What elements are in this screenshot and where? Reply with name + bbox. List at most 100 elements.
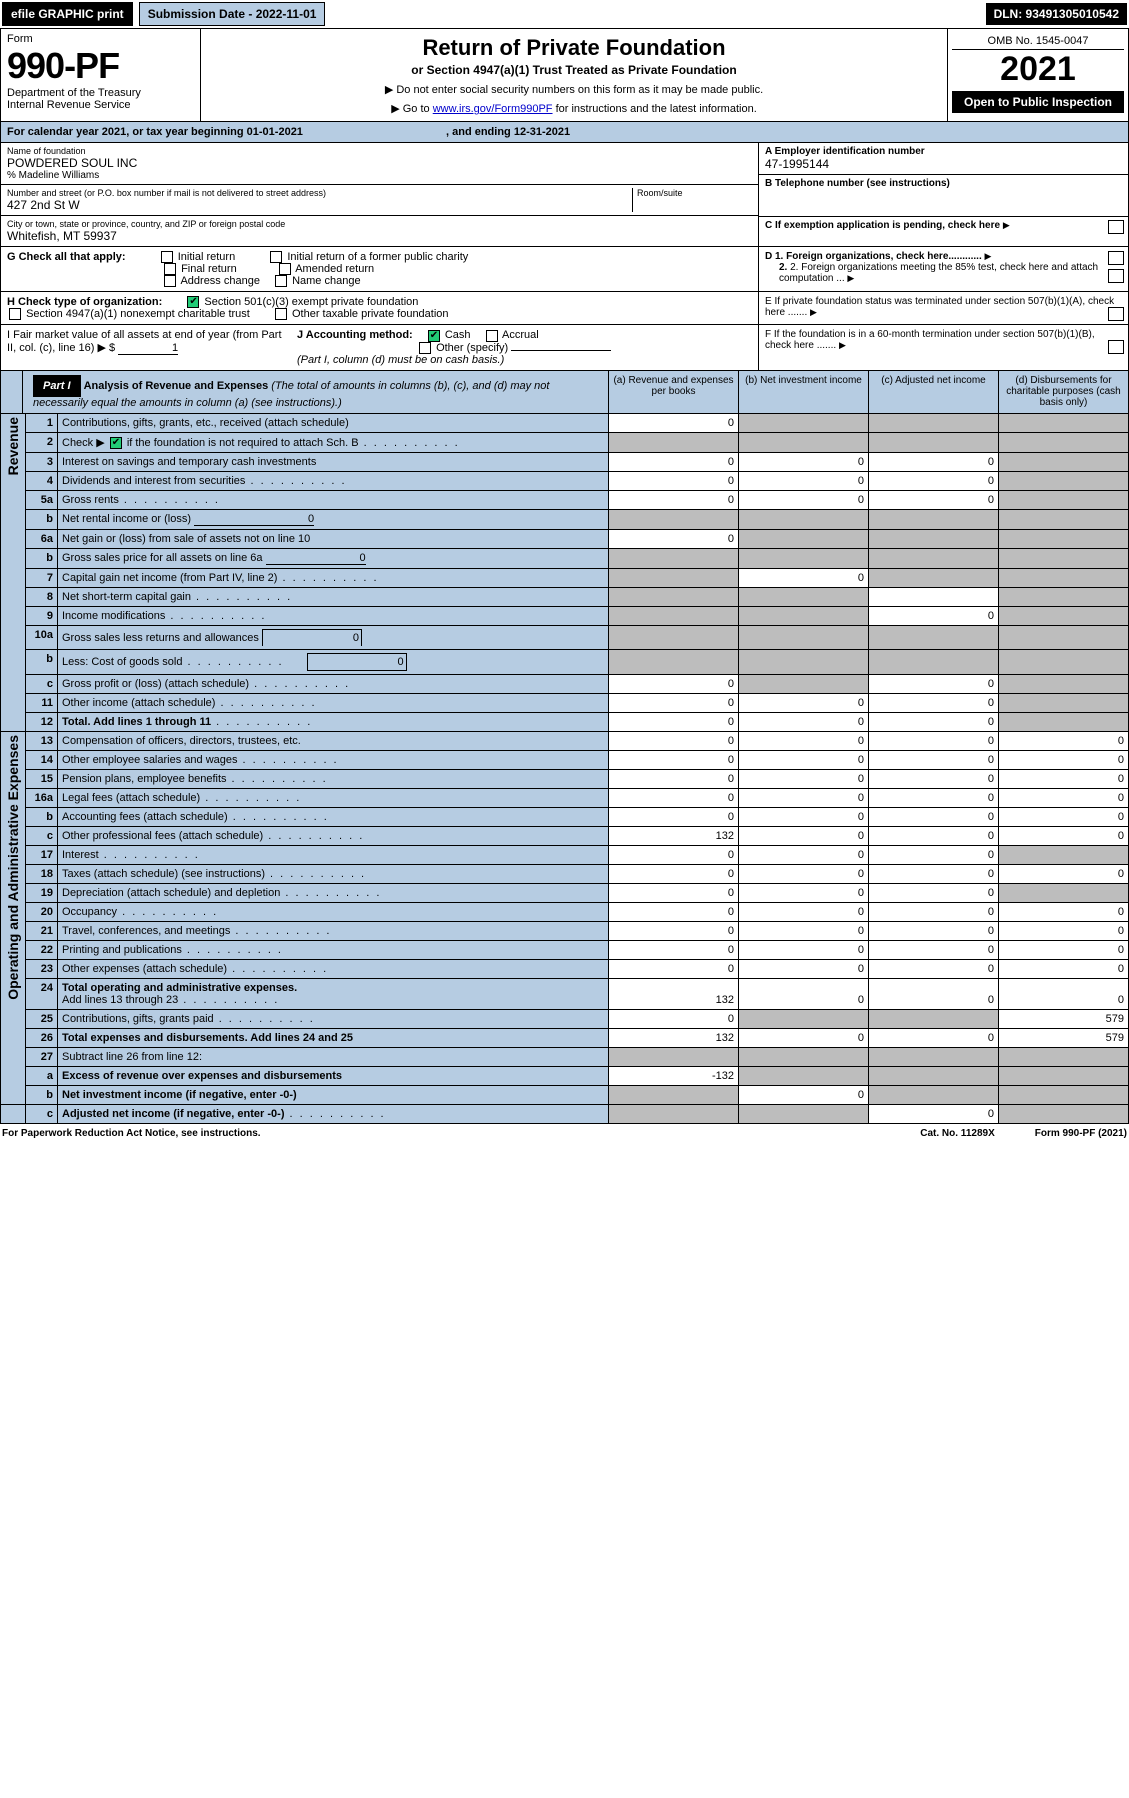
expenses-side-label: Operating and Administrative Expenses xyxy=(5,735,21,1000)
part1-badge: Part I xyxy=(33,375,81,397)
fmv-value: 1 xyxy=(118,342,178,355)
d2-checkbox[interactable] xyxy=(1108,269,1124,283)
arrow-icon xyxy=(847,273,854,284)
r3a: 0 xyxy=(609,452,739,471)
instr-2b: for instructions and the latest informat… xyxy=(553,103,757,115)
r26a: 132 xyxy=(609,1028,739,1047)
g-i5: Address change xyxy=(180,275,260,287)
dept-label: Department of the Treasury xyxy=(7,87,194,99)
room-label: Room/suite xyxy=(637,188,752,198)
cash-checkbox[interactable] xyxy=(428,330,440,342)
d2-label: 2. Foreign organizations meeting the 85%… xyxy=(779,262,1098,284)
r2b: if the foundation is not required to att… xyxy=(124,437,359,449)
final-return-checkbox[interactable] xyxy=(164,263,176,275)
row-16b: Accounting fees (attach schedule) xyxy=(62,811,228,823)
r26d: 579 xyxy=(999,1028,1129,1047)
r4b: 0 xyxy=(739,471,869,490)
c-checkbox[interactable] xyxy=(1108,220,1124,234)
r15d: 0 xyxy=(999,769,1129,788)
c-label: C If exemption application is pending, c… xyxy=(765,220,1000,231)
form-label: Form xyxy=(7,33,194,45)
row-27b: Net investment income (if negative, ente… xyxy=(62,1089,297,1101)
r22b: 0 xyxy=(739,940,869,959)
r20d: 0 xyxy=(999,902,1129,921)
name-label: Name of foundation xyxy=(7,146,752,156)
4947-checkbox[interactable] xyxy=(9,308,21,320)
form-header: Form 990-PF Department of the Treasury I… xyxy=(0,28,1129,122)
r16ad: 0 xyxy=(999,788,1129,807)
d1-checkbox[interactable] xyxy=(1108,251,1124,265)
row-10b: Less: Cost of goods sold xyxy=(62,656,182,668)
e-checkbox[interactable] xyxy=(1108,307,1124,321)
row-8: Net short-term capital gain xyxy=(62,591,191,603)
r15c: 0 xyxy=(869,769,999,788)
r7b: 0 xyxy=(739,568,869,587)
r14d: 0 xyxy=(999,750,1129,769)
g-i3: Final return xyxy=(181,263,237,275)
r19b: 0 xyxy=(739,883,869,902)
col-d-header: (d) Disbursements for charitable purpose… xyxy=(998,371,1128,413)
row-12: Total. Add lines 1 through 11 xyxy=(62,716,211,728)
initial-return-checkbox[interactable] xyxy=(161,251,173,263)
r17c: 0 xyxy=(869,845,999,864)
r13c: 0 xyxy=(869,731,999,750)
initial-former-checkbox[interactable] xyxy=(270,251,282,263)
r24a: 132 xyxy=(609,978,739,1009)
h-row: H Check type of organization: Section 50… xyxy=(0,292,1129,325)
row-25: Contributions, gifts, grants paid xyxy=(62,1013,214,1025)
r9c: 0 xyxy=(869,606,999,625)
r6aa: 0 xyxy=(609,529,739,548)
name-change-checkbox[interactable] xyxy=(275,275,287,287)
row-9: Income modifications xyxy=(62,610,165,622)
row-27: Subtract line 26 from line 12: xyxy=(58,1047,609,1066)
ij-row: I Fair market value of all assets at end… xyxy=(0,325,1129,370)
r26c: 0 xyxy=(869,1028,999,1047)
irs-link[interactable]: www.irs.gov/Form990PF xyxy=(433,103,553,115)
row-6b: Gross sales price for all assets on line… xyxy=(62,552,263,564)
r16cd: 0 xyxy=(999,826,1129,845)
other-specify-checkbox[interactable] xyxy=(419,342,431,354)
r10ai: 0 xyxy=(262,629,362,646)
r11b: 0 xyxy=(739,693,869,712)
g-i2: Initial return of a former public charit… xyxy=(287,251,468,263)
r23c: 0 xyxy=(869,959,999,978)
row-13: Compensation of officers, directors, tru… xyxy=(58,731,609,750)
r22a: 0 xyxy=(609,940,739,959)
footer-right: Form 990-PF (2021) xyxy=(1035,1128,1127,1139)
501c3-checkbox[interactable] xyxy=(187,296,199,308)
tel-label: B Telephone number (see instructions) xyxy=(765,178,1122,189)
r3b: 0 xyxy=(739,452,869,471)
form-subtitle: or Section 4947(a)(1) Trust Treated as P… xyxy=(207,63,941,77)
h-o2: Section 4947(a)(1) nonexempt charitable … xyxy=(26,308,250,320)
r19a: 0 xyxy=(609,883,739,902)
e-label: E If private foundation status was termi… xyxy=(765,296,1114,318)
address-change-checkbox[interactable] xyxy=(164,275,176,287)
accrual-checkbox[interactable] xyxy=(486,330,498,342)
form-title: Return of Private Foundation xyxy=(207,35,941,61)
arrow-icon xyxy=(810,307,817,318)
row-27c: Adjusted net income (if negative, enter … xyxy=(62,1108,284,1120)
row-14: Other employee salaries and wages xyxy=(62,754,237,766)
r23d: 0 xyxy=(999,959,1129,978)
efile-button[interactable]: efile GRAPHIC print xyxy=(2,2,133,26)
r27bb: 0 xyxy=(739,1085,869,1104)
calendar-year-row: For calendar year 2021, or tax year begi… xyxy=(0,122,1129,143)
g-i1: Initial return xyxy=(178,251,235,263)
r5ab: 0 xyxy=(739,490,869,509)
row-1: Contributions, gifts, grants, etc., rece… xyxy=(58,414,609,433)
r5bi: 0 xyxy=(194,513,314,526)
other-taxable-checkbox[interactable] xyxy=(275,308,287,320)
f-checkbox[interactable] xyxy=(1108,340,1124,354)
r6bi: 0 xyxy=(266,552,366,565)
j-cash: Cash xyxy=(445,329,471,341)
revenue-side-label: Revenue xyxy=(5,417,21,475)
schb-checkbox[interactable] xyxy=(110,437,122,449)
r27cc: 0 xyxy=(869,1104,999,1123)
arrow-icon xyxy=(839,340,846,351)
footer-catno: Cat. No. 11289X xyxy=(920,1128,994,1139)
h-o3: Other taxable private foundation xyxy=(292,308,449,320)
r16bc: 0 xyxy=(869,807,999,826)
amended-checkbox[interactable] xyxy=(279,263,291,275)
r2a: Check ▶ xyxy=(62,437,108,449)
r21b: 0 xyxy=(739,921,869,940)
